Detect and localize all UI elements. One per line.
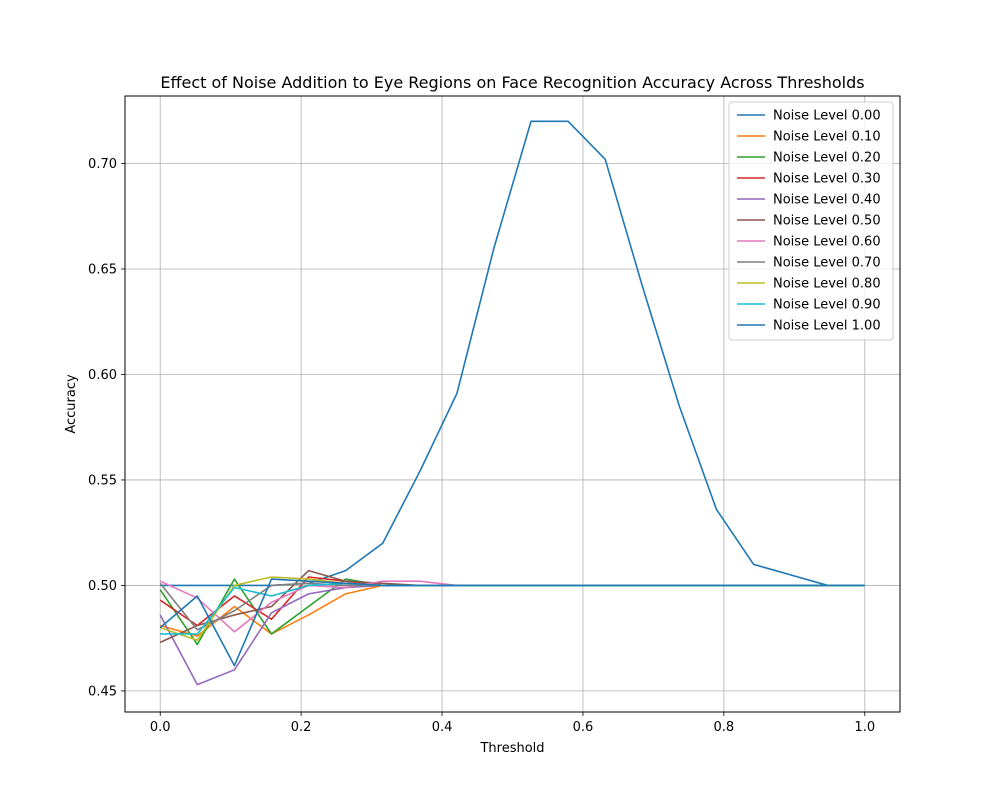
series-lines — [159, 120, 865, 686]
y-tick-label: 0.65 — [88, 262, 117, 277]
x-axis-ticks: 0.0 0.2 0.4 0.6 0.8 1.0 — [150, 712, 875, 735]
legend-entry: Noise Level 0.10 — [773, 130, 881, 145]
legend-entry: Noise Level 0.90 — [773, 298, 881, 313]
chart-title: Effect of Noise Addition to Eye Regions … — [160, 73, 864, 92]
x-tick-label: 0.4 — [432, 720, 453, 735]
legend-entry: Noise Level 0.50 — [773, 214, 881, 229]
y-tick-label: 0.70 — [88, 157, 117, 172]
legend-entry: Noise Level 0.00 — [773, 109, 881, 124]
legend-entry: Noise Level 0.40 — [773, 193, 881, 208]
x-tick-label: 0.6 — [573, 720, 594, 735]
legend: Noise Level 0.00 Noise Level 0.10 Noise Le… — [728, 101, 894, 341]
legend-entry: Noise Level 0.70 — [773, 256, 881, 271]
legend-entry: Noise Level 0.80 — [773, 277, 881, 292]
y-tick-label: 0.60 — [88, 368, 117, 383]
legend-entry: Noise Level 1.00 — [773, 319, 881, 334]
y-tick-label: 0.45 — [88, 684, 117, 699]
x-axis-label: Threshold — [479, 741, 544, 756]
x-tick-label: 0.8 — [714, 720, 735, 735]
legend-entry: Noise Level 0.20 — [773, 151, 881, 166]
legend-entry: Noise Level 0.30 — [773, 172, 881, 187]
y-tick-label: 0.55 — [88, 473, 117, 488]
y-axis-label: Accuracy — [64, 374, 79, 434]
legend-entry: Noise Level 0.60 — [773, 235, 881, 250]
series-line-noise-level-1-00 — [159, 578, 865, 667]
legend-box — [728, 101, 894, 341]
x-tick-label: 0.2 — [291, 720, 312, 735]
x-tick-label: 0.0 — [150, 720, 171, 735]
y-axis-ticks: 0.45 0.50 0.55 0.60 0.65 0.70 — [88, 157, 125, 699]
y-tick-label: 0.50 — [88, 579, 117, 594]
plot-area-frame — [124, 95, 901, 713]
x-tick-label: 1.0 — [854, 720, 875, 735]
